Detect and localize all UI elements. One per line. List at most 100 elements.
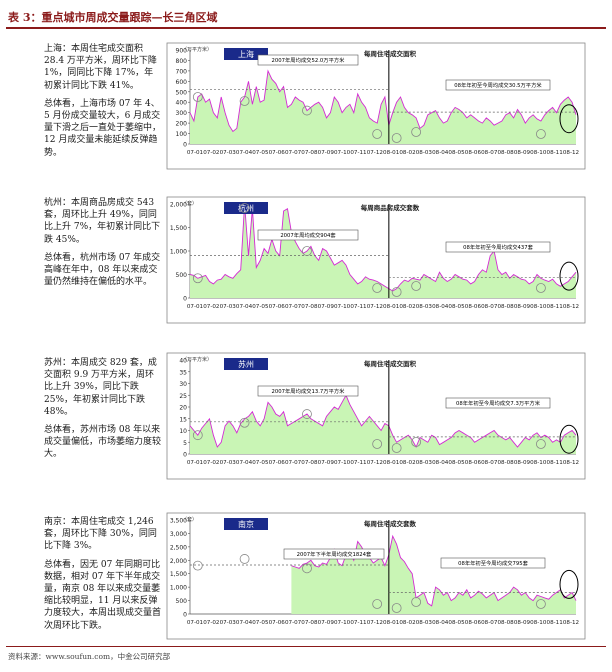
highlight-circle <box>536 283 546 293</box>
x-tick-label: 07-03 <box>220 304 237 310</box>
x-tick-label: 08-06 <box>465 460 482 466</box>
x-tick-label: 07-09 <box>318 460 335 466</box>
x-tick-label: 08-05 <box>448 150 465 156</box>
city-tag <box>224 202 268 214</box>
y-tick-label: 500 <box>176 272 188 279</box>
highlight-circle <box>391 287 402 297</box>
x-tick-label: 07-12 <box>367 460 383 466</box>
avg-2007-box <box>283 548 385 560</box>
highlight-circle <box>391 443 402 453</box>
x-tick-label: 07-11 <box>350 150 367 156</box>
suzhou-comment: 总体看，苏州市场 08 年以来成交量偏低，市场萎缩力度较大。 <box>44 425 162 460</box>
series-area <box>190 204 576 298</box>
x-tick-label: 08-02 <box>399 150 415 156</box>
y-tick-label: 300 <box>176 110 188 117</box>
y-tick-label: 1,000 <box>170 249 187 256</box>
x-tick-label: 07-07 <box>285 620 302 626</box>
x-tick-label: 08-04 <box>432 460 449 466</box>
y-tick-label: 700 <box>176 68 188 75</box>
chart-title: 每周住宅成交面积 <box>364 359 417 368</box>
suzhou-summary: 苏州：本周成交 829 套，成交面积 9.9 万平方米，周环比上升 39%，同比… <box>44 358 157 417</box>
y-tick-label: 800 <box>176 58 188 65</box>
x-tick-label: 08-03 <box>416 620 433 626</box>
x-tick-label: 07-12 <box>367 304 383 310</box>
nanjing-summary: 南京：本周住宅成交 1,246 套，周环比下降 30%，同同比下降 3%。 <box>44 517 157 552</box>
x-tick-label: 08-01 <box>383 304 400 310</box>
highlight-circle <box>391 603 402 613</box>
x-tick-label: 08-04 <box>432 620 449 626</box>
y-tick-label: 3,000 <box>170 531 187 538</box>
y-tick-label: 500 <box>176 89 188 96</box>
x-tick-label: 08-11 <box>547 150 564 156</box>
highlight-circle <box>372 283 383 293</box>
highlight-circle <box>239 203 250 213</box>
x-tick-label: 08-08 <box>497 304 514 310</box>
city-tag-label: 苏州 <box>238 359 254 369</box>
x-tick-label: 08-05 <box>448 304 465 310</box>
avg-2007-label: 2007年周均成交52.0万平方米 <box>272 56 346 64</box>
y-tick-label: 2,000 <box>170 202 187 209</box>
highlight-circle <box>192 273 203 284</box>
x-tick-label: 08-02 <box>399 620 415 626</box>
y-tick-label: 1,000 <box>170 585 187 592</box>
x-tick-label: 07-05 <box>252 150 269 156</box>
chart-frame <box>166 352 586 480</box>
x-tick-label: 08-11 <box>547 460 564 466</box>
avg-2007-box <box>257 385 359 397</box>
x-tick-label: 07-01 <box>187 620 204 626</box>
x-tick-label: 07-03 <box>220 460 237 466</box>
page-title: 表 3：重点城市周成交量跟踪—长三角区域 <box>8 11 218 24</box>
unit-label: （套） <box>182 200 197 207</box>
chart-title: 每周住宅成交套数 <box>364 519 417 528</box>
x-tick-label: 07-12 <box>367 620 383 626</box>
x-tick-label: 08-04 <box>432 150 449 156</box>
series-line <box>189 203 577 292</box>
x-tick-label: 08-09 <box>514 460 531 466</box>
chart-frame <box>166 42 586 170</box>
shanghai-summary: 上海：本周住宅成交面积 28.4 万平方米，周环比下降 1%，同同比下降 17%… <box>44 44 157 91</box>
x-tick-label: 08-12 <box>563 304 579 310</box>
avg-2008-box <box>445 79 551 91</box>
avg-2008-box <box>440 557 546 569</box>
x-tick-label: 08-06 <box>465 150 482 156</box>
highlight-circle <box>302 563 312 574</box>
hangzhou-comment: 总体看，杭州市场 07 年成交高峰在年中，08 年以来成交量仍然维持在偏低的水平… <box>44 252 161 288</box>
x-tick-label: 07-08 <box>301 460 318 466</box>
y-tick-label: 0 <box>183 296 187 303</box>
source-note: 资料来源：www.soufun.com，中金公司研究部 <box>8 652 171 661</box>
x-tick-label: 07-12 <box>367 150 383 156</box>
y-tick-label: 40 <box>179 358 187 365</box>
x-tick-label: 08-10 <box>530 304 547 310</box>
avg-2008-label: 08年年初至今周均成交437套 <box>463 243 534 251</box>
x-tick-label: 08-09 <box>514 620 531 626</box>
x-tick-label: 07-01 <box>187 460 204 466</box>
x-tick-label: 08-07 <box>481 460 498 466</box>
x-tick-label: 07-06 <box>269 304 286 310</box>
highlight-circle <box>302 105 312 116</box>
x-tick-label: 08-12 <box>563 150 579 156</box>
x-tick-label: 07-09 <box>318 304 335 310</box>
highlight-circle <box>372 599 383 609</box>
x-tick-label: 07-08 <box>301 150 318 156</box>
chart-title: 每周商品房成交套数 <box>361 203 420 212</box>
highlight-circle <box>192 92 203 102</box>
highlight-circle <box>239 554 250 564</box>
x-tick-label: 07-02 <box>203 620 219 626</box>
hangzhou-text: 杭州：本周商品房成交 543 套，周环比上升 49%，同同比上升 7%，年初累计… <box>44 197 162 294</box>
x-tick-label: 08-06 <box>465 620 482 626</box>
highlight-circle <box>411 127 422 137</box>
x-tick-label: 07-05 <box>252 304 269 310</box>
highlight-circle <box>391 133 402 143</box>
x-tick-label: 08-03 <box>416 460 433 466</box>
unit-label: （套） <box>182 516 197 523</box>
avg-2007-box <box>257 54 359 66</box>
highlight-circle <box>536 599 546 609</box>
highlight-circle <box>192 430 203 441</box>
x-tick-label: 07-04 <box>236 150 253 156</box>
x-tick-label: 07-10 <box>334 304 351 310</box>
highlight-circle <box>411 437 422 447</box>
x-tick-label: 08-08 <box>497 620 514 626</box>
nanjing-text: 南京：本周住宅成交 1,246 套，周环比下降 30%，同同比下降 3%。 总体… <box>44 516 162 638</box>
